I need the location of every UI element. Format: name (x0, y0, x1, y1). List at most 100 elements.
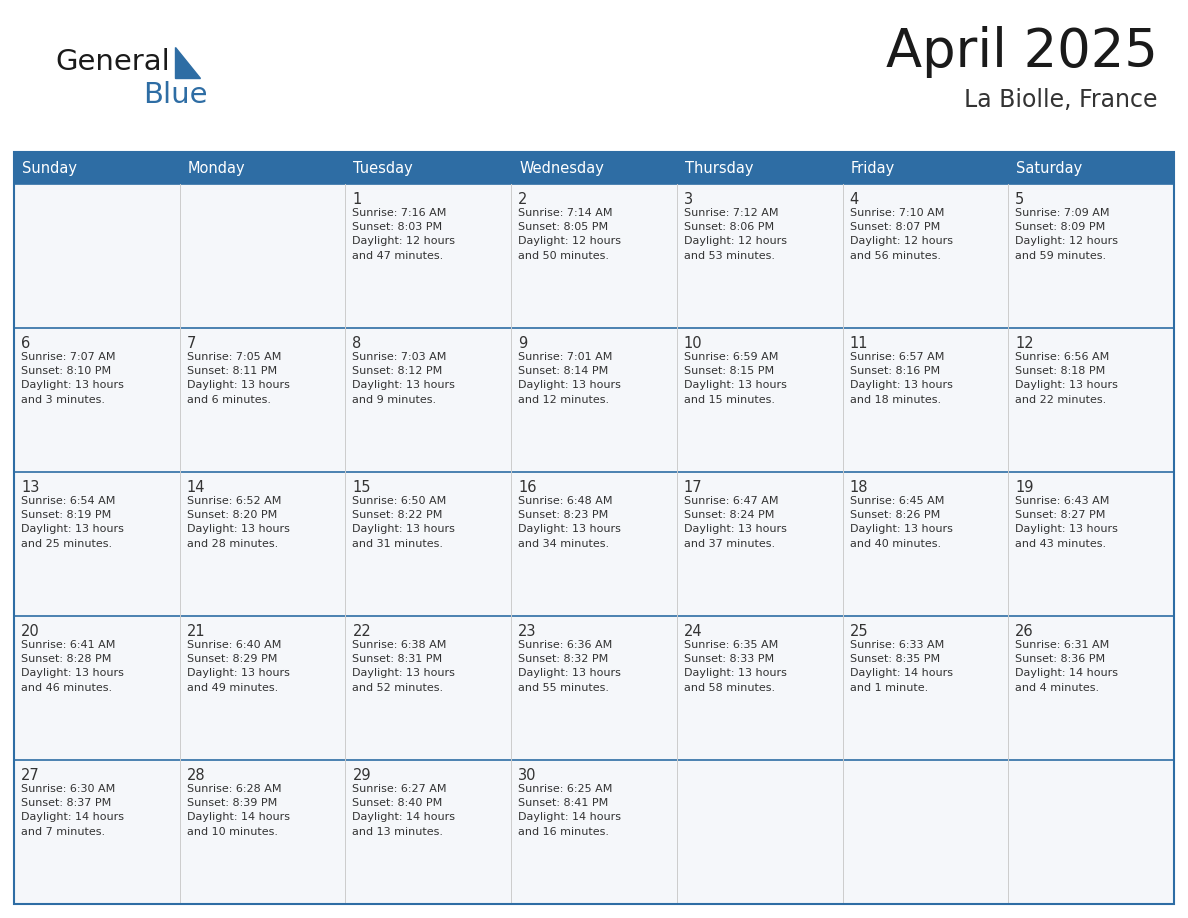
Bar (14, 328, 1174, 472)
Text: Sunset: 8:29 PM: Sunset: 8:29 PM (187, 655, 277, 665)
Text: 25: 25 (849, 624, 868, 639)
Text: Friday: Friday (851, 161, 895, 175)
Text: Daylight: 13 hours: Daylight: 13 hours (187, 668, 290, 678)
Text: Sunrise: 6:56 AM: Sunrise: 6:56 AM (1016, 352, 1110, 362)
Text: and 40 minutes.: and 40 minutes. (849, 539, 941, 549)
Text: Sunrise: 6:47 AM: Sunrise: 6:47 AM (684, 496, 778, 506)
Text: 10: 10 (684, 336, 702, 351)
Text: 6: 6 (21, 336, 30, 351)
Text: and 56 minutes.: and 56 minutes. (849, 251, 941, 261)
Text: 11: 11 (849, 336, 868, 351)
Text: and 25 minutes.: and 25 minutes. (21, 539, 112, 549)
Text: 27: 27 (21, 768, 39, 783)
Text: Daylight: 14 hours: Daylight: 14 hours (849, 668, 953, 678)
Text: and 18 minutes.: and 18 minutes. (849, 395, 941, 405)
Text: Sunset: 8:19 PM: Sunset: 8:19 PM (21, 510, 112, 521)
Text: Sunrise: 7:10 AM: Sunrise: 7:10 AM (849, 208, 944, 218)
Text: Sunrise: 7:16 AM: Sunrise: 7:16 AM (353, 208, 447, 218)
Text: Daylight: 13 hours: Daylight: 13 hours (21, 380, 124, 390)
Text: and 9 minutes.: and 9 minutes. (353, 395, 436, 405)
Text: 9: 9 (518, 336, 527, 351)
Text: 18: 18 (849, 480, 868, 495)
Text: 29: 29 (353, 768, 371, 783)
Text: Daylight: 13 hours: Daylight: 13 hours (21, 524, 124, 534)
Text: Sunrise: 6:50 AM: Sunrise: 6:50 AM (353, 496, 447, 506)
Text: Daylight: 13 hours: Daylight: 13 hours (353, 380, 455, 390)
Text: April 2025: April 2025 (886, 26, 1158, 78)
Text: 5: 5 (1016, 192, 1024, 207)
Text: Sunset: 8:16 PM: Sunset: 8:16 PM (849, 366, 940, 376)
Text: 7: 7 (187, 336, 196, 351)
Text: 15: 15 (353, 480, 371, 495)
Text: and 22 minutes.: and 22 minutes. (1016, 395, 1106, 405)
Text: Sunrise: 7:01 AM: Sunrise: 7:01 AM (518, 352, 613, 362)
Text: Daylight: 13 hours: Daylight: 13 hours (849, 524, 953, 534)
Text: Thursday: Thursday (684, 161, 753, 175)
Text: and 47 minutes.: and 47 minutes. (353, 251, 443, 261)
Text: 2: 2 (518, 192, 527, 207)
Text: 22: 22 (353, 624, 371, 639)
Text: Sunset: 8:26 PM: Sunset: 8:26 PM (849, 510, 940, 521)
Text: Daylight: 13 hours: Daylight: 13 hours (849, 380, 953, 390)
Text: and 7 minutes.: and 7 minutes. (21, 826, 105, 836)
Text: Sunrise: 7:12 AM: Sunrise: 7:12 AM (684, 208, 778, 218)
Text: Daylight: 12 hours: Daylight: 12 hours (353, 237, 455, 246)
Text: 28: 28 (187, 768, 206, 783)
Text: Sunrise: 6:48 AM: Sunrise: 6:48 AM (518, 496, 613, 506)
Text: Sunrise: 6:43 AM: Sunrise: 6:43 AM (1016, 496, 1110, 506)
Text: and 12 minutes.: and 12 minutes. (518, 395, 609, 405)
Text: 17: 17 (684, 480, 702, 495)
Text: Sunset: 8:20 PM: Sunset: 8:20 PM (187, 510, 277, 521)
Text: Sunset: 8:18 PM: Sunset: 8:18 PM (1016, 366, 1106, 376)
Text: and 6 minutes.: and 6 minutes. (187, 395, 271, 405)
Text: Sunset: 8:39 PM: Sunset: 8:39 PM (187, 798, 277, 808)
Text: 21: 21 (187, 624, 206, 639)
Text: and 43 minutes.: and 43 minutes. (1016, 539, 1106, 549)
Text: 20: 20 (21, 624, 39, 639)
Text: 13: 13 (21, 480, 39, 495)
Text: Sunset: 8:36 PM: Sunset: 8:36 PM (1016, 655, 1105, 665)
Text: Daylight: 14 hours: Daylight: 14 hours (1016, 668, 1118, 678)
Text: 19: 19 (1016, 480, 1034, 495)
Text: Daylight: 13 hours: Daylight: 13 hours (684, 668, 786, 678)
Text: and 49 minutes.: and 49 minutes. (187, 683, 278, 692)
Text: Sunrise: 6:36 AM: Sunrise: 6:36 AM (518, 640, 612, 650)
Text: Daylight: 13 hours: Daylight: 13 hours (187, 380, 290, 390)
Text: Monday: Monday (188, 161, 246, 175)
Text: Daylight: 13 hours: Daylight: 13 hours (353, 524, 455, 534)
Text: Sunrise: 6:40 AM: Sunrise: 6:40 AM (187, 640, 282, 650)
Text: Daylight: 13 hours: Daylight: 13 hours (684, 524, 786, 534)
Text: Sunset: 8:09 PM: Sunset: 8:09 PM (1016, 222, 1106, 232)
Text: and 28 minutes.: and 28 minutes. (187, 539, 278, 549)
Text: and 58 minutes.: and 58 minutes. (684, 683, 775, 692)
Text: Sunset: 8:31 PM: Sunset: 8:31 PM (353, 655, 443, 665)
Text: Sunrise: 6:57 AM: Sunrise: 6:57 AM (849, 352, 944, 362)
Text: and 13 minutes.: and 13 minutes. (353, 826, 443, 836)
Text: and 1 minute.: and 1 minute. (849, 683, 928, 692)
Text: Sunrise: 6:28 AM: Sunrise: 6:28 AM (187, 784, 282, 794)
Text: 4: 4 (849, 192, 859, 207)
Text: and 59 minutes.: and 59 minutes. (1016, 251, 1106, 261)
Text: Daylight: 13 hours: Daylight: 13 hours (518, 668, 621, 678)
Text: and 10 minutes.: and 10 minutes. (187, 826, 278, 836)
Text: Sunset: 8:05 PM: Sunset: 8:05 PM (518, 222, 608, 232)
Text: Sunset: 8:11 PM: Sunset: 8:11 PM (187, 366, 277, 376)
Text: Sunrise: 6:41 AM: Sunrise: 6:41 AM (21, 640, 115, 650)
Text: Sunrise: 6:45 AM: Sunrise: 6:45 AM (849, 496, 944, 506)
Text: Saturday: Saturday (1016, 161, 1082, 175)
Text: Sunset: 8:27 PM: Sunset: 8:27 PM (1016, 510, 1106, 521)
Text: Sunset: 8:24 PM: Sunset: 8:24 PM (684, 510, 775, 521)
Text: and 34 minutes.: and 34 minutes. (518, 539, 609, 549)
Text: Sunset: 8:12 PM: Sunset: 8:12 PM (353, 366, 443, 376)
Text: Sunset: 8:22 PM: Sunset: 8:22 PM (353, 510, 443, 521)
Bar (14, 152, 1174, 184)
Text: and 52 minutes.: and 52 minutes. (353, 683, 443, 692)
Text: Sunset: 8:03 PM: Sunset: 8:03 PM (353, 222, 443, 232)
Text: Daylight: 12 hours: Daylight: 12 hours (684, 237, 786, 246)
Text: Sunrise: 6:33 AM: Sunrise: 6:33 AM (849, 640, 943, 650)
Text: Sunset: 8:33 PM: Sunset: 8:33 PM (684, 655, 775, 665)
Text: 3: 3 (684, 192, 693, 207)
Text: 26: 26 (1016, 624, 1034, 639)
Text: Sunset: 8:37 PM: Sunset: 8:37 PM (21, 798, 112, 808)
Text: Daylight: 13 hours: Daylight: 13 hours (518, 380, 621, 390)
